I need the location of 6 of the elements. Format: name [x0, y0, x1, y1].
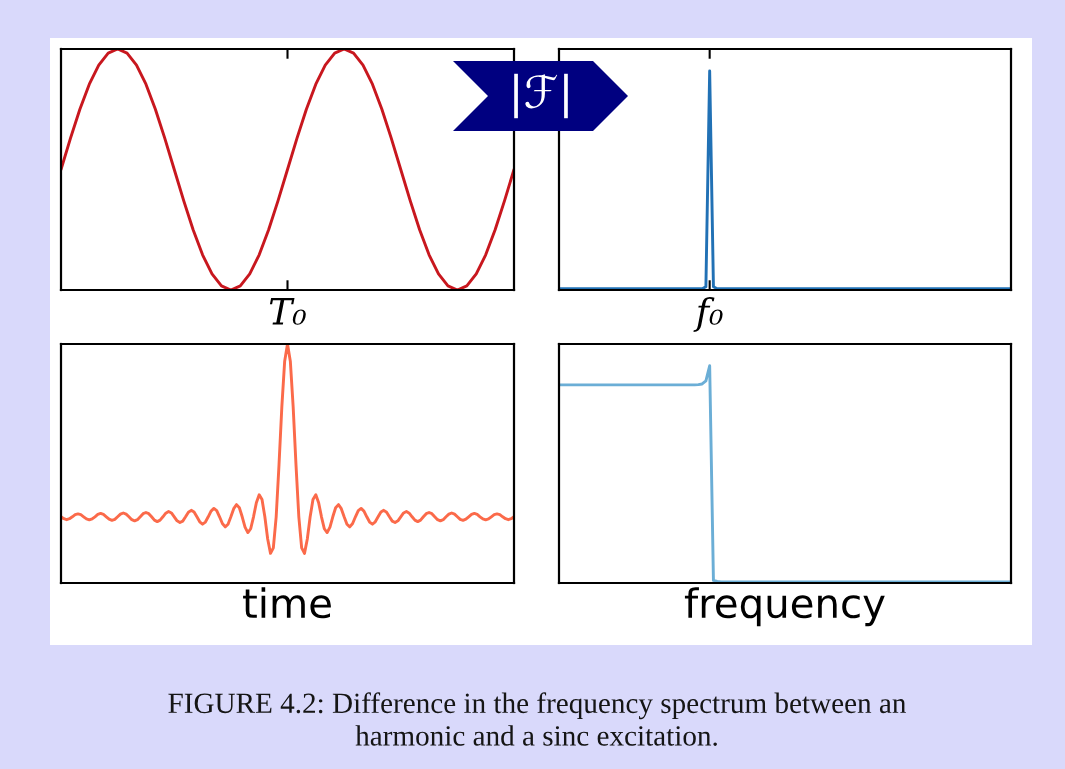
annotation: |ℱ|: [514, 73, 568, 119]
text: f₀: [693, 296, 723, 332]
text: T₀: [269, 298, 306, 325]
caption: FIGURE 4.2: Difference in the frequency spectrum between an harmonic and a sinc excitation.: [168, 692, 907, 746]
x-axis-title: time: [243, 587, 331, 619]
x-axis-title: frequency: [684, 587, 885, 627]
